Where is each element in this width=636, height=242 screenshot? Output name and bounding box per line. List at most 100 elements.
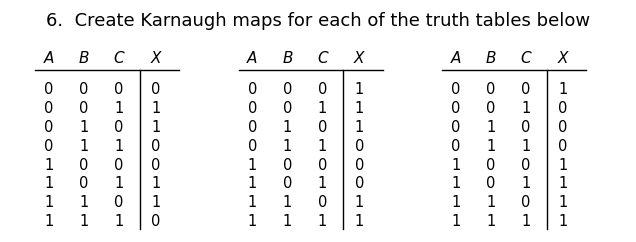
Text: 0: 0 bbox=[318, 195, 327, 210]
Text: 1: 1 bbox=[80, 195, 88, 210]
Text: B: B bbox=[486, 51, 496, 66]
Text: 0: 0 bbox=[114, 158, 123, 173]
Text: 0: 0 bbox=[558, 139, 567, 154]
Text: B: B bbox=[79, 51, 89, 66]
Text: 1: 1 bbox=[151, 120, 160, 135]
Text: 0: 0 bbox=[452, 120, 460, 135]
Text: 1: 1 bbox=[151, 101, 160, 116]
Text: 1: 1 bbox=[45, 214, 53, 229]
Text: 1: 1 bbox=[522, 139, 530, 154]
Text: 1: 1 bbox=[248, 195, 257, 210]
Text: 1: 1 bbox=[522, 214, 530, 229]
Text: 0: 0 bbox=[522, 82, 530, 97]
Text: 1: 1 bbox=[283, 120, 292, 135]
Text: 6.  Create Karnaugh maps for each of the truth tables below: 6. Create Karnaugh maps for each of the … bbox=[46, 12, 590, 30]
Text: 1: 1 bbox=[114, 176, 123, 191]
Text: 0: 0 bbox=[248, 120, 257, 135]
Text: C: C bbox=[114, 51, 124, 66]
Text: 1: 1 bbox=[151, 195, 160, 210]
Text: 0: 0 bbox=[151, 139, 160, 154]
Text: A: A bbox=[44, 51, 54, 66]
Text: 1: 1 bbox=[452, 176, 460, 191]
Text: 0: 0 bbox=[248, 139, 257, 154]
Text: 0: 0 bbox=[80, 176, 88, 191]
Text: B: B bbox=[282, 51, 293, 66]
Text: 1: 1 bbox=[248, 214, 257, 229]
Text: 1: 1 bbox=[487, 195, 495, 210]
Text: 1: 1 bbox=[558, 82, 567, 97]
Text: 1: 1 bbox=[318, 101, 327, 116]
Text: 1: 1 bbox=[45, 158, 53, 173]
Text: 1: 1 bbox=[522, 101, 530, 116]
Text: 0: 0 bbox=[522, 158, 530, 173]
Text: 1: 1 bbox=[452, 195, 460, 210]
Text: 0: 0 bbox=[452, 139, 460, 154]
Text: 0: 0 bbox=[283, 176, 292, 191]
Text: 0: 0 bbox=[522, 120, 530, 135]
Text: 0: 0 bbox=[354, 139, 364, 154]
Text: 0: 0 bbox=[558, 120, 567, 135]
Text: 1: 1 bbox=[487, 139, 495, 154]
Text: 1: 1 bbox=[283, 195, 292, 210]
Text: 0: 0 bbox=[354, 158, 364, 173]
Text: 0: 0 bbox=[354, 176, 364, 191]
Text: X: X bbox=[558, 51, 568, 66]
Text: C: C bbox=[521, 51, 531, 66]
Text: 1: 1 bbox=[318, 176, 327, 191]
Text: 1: 1 bbox=[151, 176, 160, 191]
Text: 0: 0 bbox=[114, 120, 123, 135]
Text: 1: 1 bbox=[248, 176, 257, 191]
Text: 0: 0 bbox=[318, 82, 327, 97]
Text: 1: 1 bbox=[558, 176, 567, 191]
Text: 0: 0 bbox=[80, 82, 88, 97]
Text: 0: 0 bbox=[114, 82, 123, 97]
Text: 1: 1 bbox=[355, 214, 364, 229]
Text: 1: 1 bbox=[452, 158, 460, 173]
Text: 1: 1 bbox=[318, 139, 327, 154]
Text: 1: 1 bbox=[487, 120, 495, 135]
Text: 1: 1 bbox=[355, 82, 364, 97]
Text: 0: 0 bbox=[151, 158, 160, 173]
Text: X: X bbox=[151, 51, 161, 66]
Text: 1: 1 bbox=[80, 214, 88, 229]
Text: 1: 1 bbox=[248, 158, 257, 173]
Text: 0: 0 bbox=[80, 101, 88, 116]
Text: 1: 1 bbox=[80, 139, 88, 154]
Text: A: A bbox=[451, 51, 461, 66]
Text: 0: 0 bbox=[487, 158, 495, 173]
Text: 0: 0 bbox=[283, 158, 292, 173]
Text: 1: 1 bbox=[355, 120, 364, 135]
Text: 0: 0 bbox=[318, 120, 327, 135]
Text: 0: 0 bbox=[283, 82, 292, 97]
Text: C: C bbox=[317, 51, 328, 66]
Text: 0: 0 bbox=[248, 101, 257, 116]
Text: 0: 0 bbox=[318, 158, 327, 173]
Text: 0: 0 bbox=[487, 101, 495, 116]
Text: 0: 0 bbox=[151, 82, 160, 97]
Text: 1: 1 bbox=[283, 214, 292, 229]
Text: 0: 0 bbox=[45, 82, 53, 97]
Text: 0: 0 bbox=[45, 120, 53, 135]
Text: 0: 0 bbox=[452, 82, 460, 97]
Text: 0: 0 bbox=[248, 82, 257, 97]
Text: 1: 1 bbox=[558, 195, 567, 210]
Text: 1: 1 bbox=[452, 214, 460, 229]
Text: 1: 1 bbox=[45, 176, 53, 191]
Text: 1: 1 bbox=[487, 214, 495, 229]
Text: 1: 1 bbox=[355, 101, 364, 116]
Text: 0: 0 bbox=[151, 214, 160, 229]
Text: 1: 1 bbox=[114, 139, 123, 154]
Text: 0: 0 bbox=[487, 82, 495, 97]
Text: 0: 0 bbox=[114, 195, 123, 210]
Text: 0: 0 bbox=[45, 139, 53, 154]
Text: 1: 1 bbox=[80, 120, 88, 135]
Text: 1: 1 bbox=[45, 195, 53, 210]
Text: 1: 1 bbox=[114, 101, 123, 116]
Text: 1: 1 bbox=[114, 214, 123, 229]
Text: 1: 1 bbox=[318, 214, 327, 229]
Text: 1: 1 bbox=[283, 139, 292, 154]
Text: A: A bbox=[247, 51, 258, 66]
Text: 1: 1 bbox=[355, 195, 364, 210]
Text: 1: 1 bbox=[558, 214, 567, 229]
Text: 1: 1 bbox=[558, 158, 567, 173]
